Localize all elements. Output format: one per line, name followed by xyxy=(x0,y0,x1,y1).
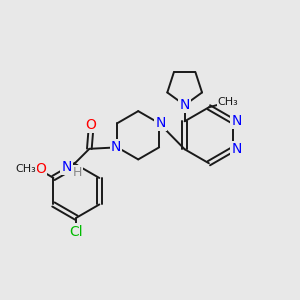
Text: CH₃: CH₃ xyxy=(218,97,238,107)
Text: H: H xyxy=(73,167,82,179)
Text: O: O xyxy=(35,162,46,176)
Text: N: N xyxy=(232,114,242,128)
Text: N: N xyxy=(155,116,166,130)
Text: N: N xyxy=(179,98,190,112)
Text: N: N xyxy=(111,140,121,154)
Text: O: O xyxy=(85,118,96,132)
Text: N: N xyxy=(61,160,72,174)
Text: CH₃: CH₃ xyxy=(15,164,36,174)
Text: N: N xyxy=(232,142,242,156)
Text: Cl: Cl xyxy=(70,225,83,238)
